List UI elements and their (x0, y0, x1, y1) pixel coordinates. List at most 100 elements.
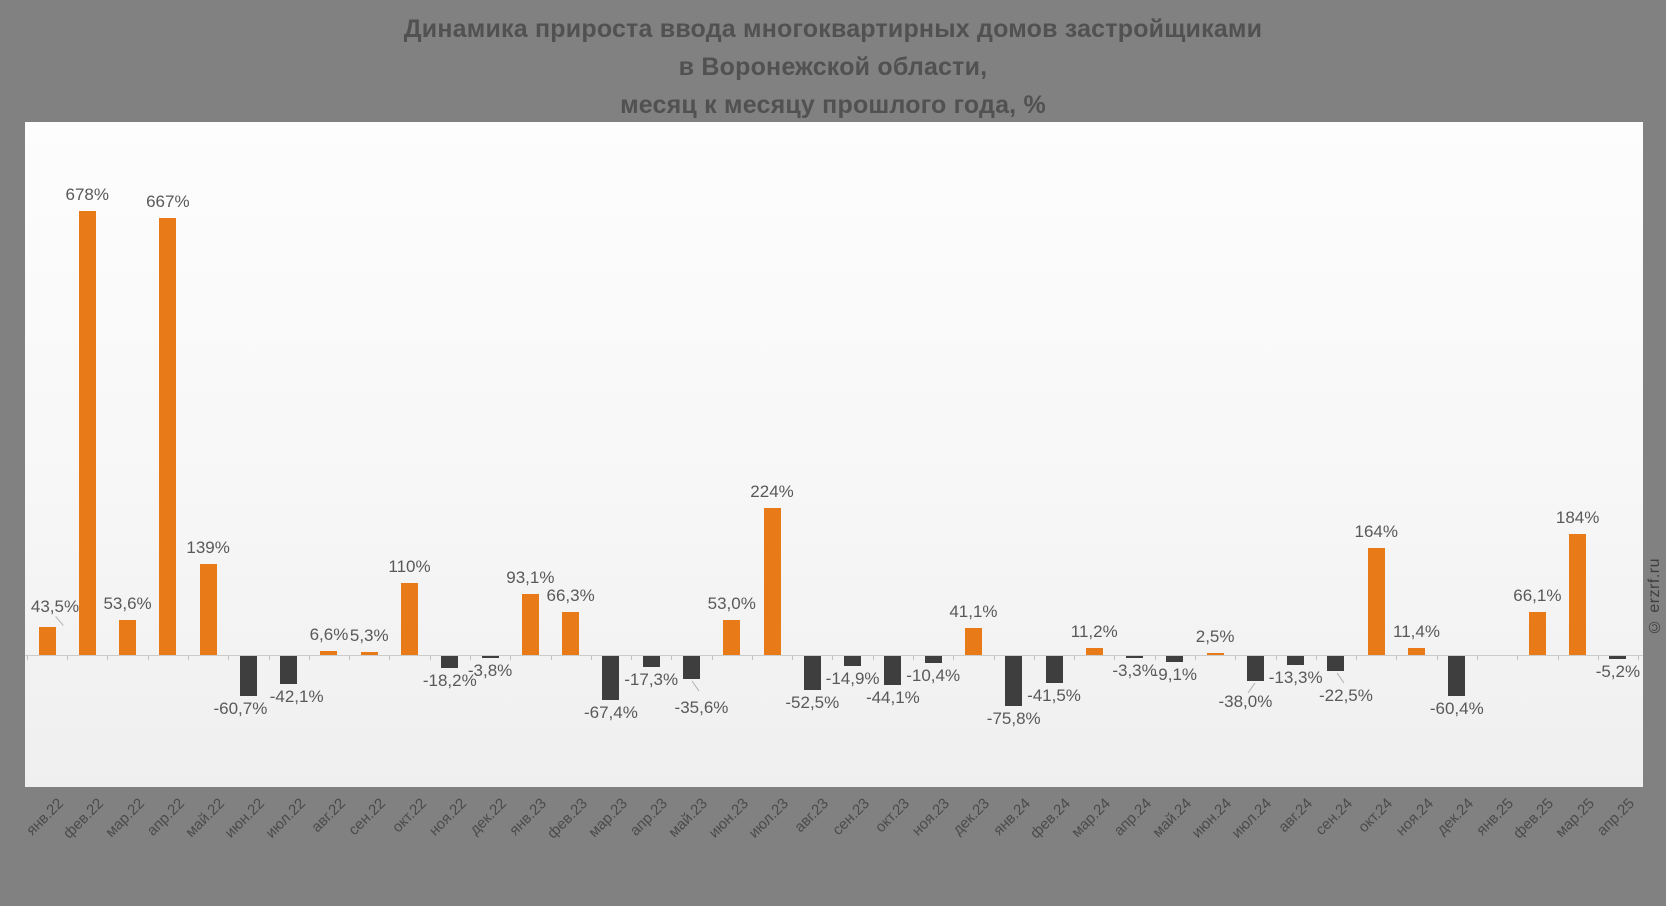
x-axis-tick (1316, 656, 1317, 660)
bar-дек.23 (965, 628, 982, 655)
x-axis-tick (510, 656, 511, 660)
bar-янв.24 (1005, 656, 1022, 706)
bar-фев.24 (1046, 656, 1063, 683)
x-axis-tick (752, 656, 753, 660)
chart-title-line2: в Воронежской области, (678, 53, 988, 81)
bar-value-label: -60,4% (1429, 699, 1484, 718)
bar-июл.23 (764, 508, 781, 655)
bar-сен.22 (361, 652, 378, 655)
bar-value-label: 53,6% (103, 594, 152, 613)
bar-фев.22 (79, 211, 96, 655)
bar-фев.23 (562, 612, 579, 655)
bar-дек.22 (482, 656, 499, 658)
bar-авг.22 (320, 651, 337, 655)
bar-май.22 (200, 564, 217, 655)
bar-апр.25 (1609, 656, 1626, 659)
bar-июн.22 (240, 656, 257, 696)
bar-value-label: -60,7% (213, 699, 268, 718)
x-axis-tick (470, 656, 471, 660)
bar-value-label: -9,1% (1152, 665, 1198, 684)
bar-value-label: -41,5% (1027, 686, 1081, 705)
chart-title-line3: месяц к месяцу прошлого года, % (620, 91, 1046, 119)
bar-value-label: -13,3% (1268, 668, 1323, 687)
x-axis-tick (832, 656, 833, 660)
bar-value-label: 93,1% (506, 568, 555, 587)
bar-value-label: 11,2% (1070, 622, 1118, 641)
bar-value-label: 66,3% (546, 586, 595, 605)
bar-value-label: -17,3% (624, 670, 679, 689)
bar-июл.24 (1247, 656, 1264, 681)
bar-авг.23 (804, 656, 821, 690)
bar-июн.23 (723, 620, 740, 655)
label-leader-line (1336, 672, 1345, 684)
bar-мар.24 (1086, 648, 1103, 655)
x-axis-tick (1437, 656, 1438, 660)
bar-value-label: 43,5% (30, 597, 80, 616)
bar-value-label: -38,0% (1218, 692, 1273, 711)
bar-value-label: -67,4% (583, 703, 638, 722)
label-leader-line (55, 616, 64, 626)
x-axis-tick (1477, 656, 1478, 660)
x-axis-tick (1195, 656, 1196, 660)
x-axis-tick (953, 656, 954, 660)
bar-ноя.23 (925, 656, 942, 663)
bar-value-label: -52,5% (785, 693, 840, 712)
bar-май.24 (1166, 656, 1183, 662)
bar-value-label: 184% (1555, 508, 1600, 527)
x-axis-tick (671, 656, 672, 660)
bar-value-label: -35,6% (674, 698, 729, 717)
bar-value-label: 139% (186, 538, 230, 557)
x-axis-tick (1638, 656, 1639, 660)
bar-value-label: 66,1% (1513, 586, 1562, 605)
bar-апр.23 (643, 656, 660, 667)
x-axis-tick (107, 656, 108, 660)
bar-value-label: 164% (1354, 522, 1398, 541)
x-axis-tick (1356, 656, 1357, 660)
bar-value-label: 667% (146, 192, 190, 211)
bar-янв.23 (522, 594, 539, 655)
bar-мар.25 (1569, 534, 1586, 655)
x-axis-tick (1114, 656, 1115, 660)
bar-value-label: -18,2% (422, 671, 477, 690)
x-axis-tick (1034, 656, 1035, 660)
bar-мар.23 (602, 656, 619, 700)
bar-мар.22 (119, 620, 136, 655)
x-axis-tick (148, 656, 149, 660)
bar-июн.24 (1207, 653, 1224, 655)
bar-value-label: 224% (750, 482, 794, 501)
bar-май.23 (683, 656, 700, 679)
x-axis-tick (551, 656, 552, 660)
x-axis-tick (27, 656, 28, 660)
bar-фев.25 (1529, 612, 1546, 655)
bar-авг.24 (1287, 656, 1304, 665)
bar-июл.22 (280, 656, 297, 684)
x-axis-tick (309, 656, 310, 660)
x-axis-tick (389, 656, 390, 660)
bar-ноя.24 (1408, 648, 1425, 655)
bar-value-label: -3,3% (1112, 661, 1157, 680)
x-axis-tick (792, 656, 793, 660)
chart-title: Динамика прироста ввода многоквартирных … (0, 10, 1666, 124)
x-axis-tick (1598, 656, 1599, 660)
chart-title-line1: Динамика прироста ввода многоквартирных … (403, 15, 1263, 43)
bar-янв.22 (39, 627, 56, 655)
bar-value-label: -44,1% (865, 688, 920, 707)
bar-value-label: 110% (388, 557, 431, 576)
label-leader-line (692, 680, 700, 692)
x-axis-tick (349, 656, 350, 660)
x-axis-tick (1558, 656, 1559, 660)
x-axis-tick (913, 656, 914, 660)
bar-сен.23 (844, 656, 861, 666)
bar-value-label: 53,0% (707, 594, 756, 613)
x-axis-tick (1276, 656, 1277, 660)
bar-value-label: 5,3% (349, 626, 389, 645)
bar-value-label: 2,5% (1195, 627, 1235, 646)
x-axis-tick (1074, 656, 1075, 660)
bar-дек.24 (1448, 656, 1465, 696)
bar-ноя.22 (441, 656, 458, 668)
x-axis-tick (228, 656, 229, 660)
x-axis-tick (430, 656, 431, 660)
x-axis-tick (994, 656, 995, 660)
bar-value-label: -3,8% (467, 661, 513, 680)
x-axis-tick (67, 656, 68, 660)
